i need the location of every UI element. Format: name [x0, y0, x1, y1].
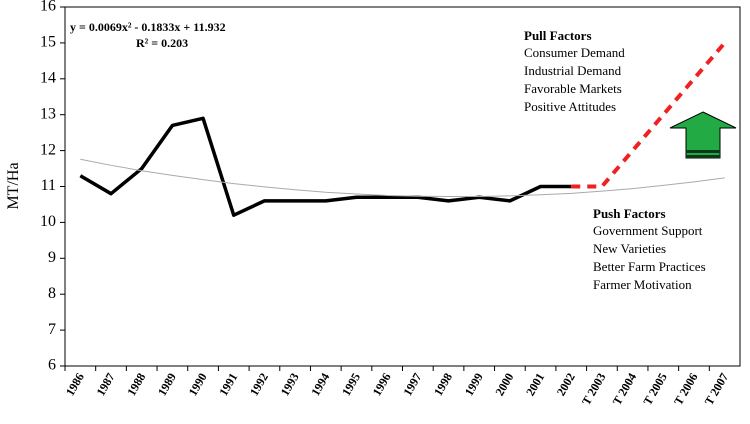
x-tick-label: 1996 — [370, 371, 394, 399]
x-tick-label: T 2004 — [610, 371, 640, 408]
y-tick-label: 10 — [40, 213, 56, 230]
y-tick-label: 15 — [40, 34, 56, 51]
x-tick-label: 1989 — [155, 371, 179, 399]
series-line — [571, 41, 727, 189]
equation: y = 0.0069x² - 0.1833x + 11.932 — [70, 20, 226, 34]
y-tick-label: 6 — [48, 357, 56, 374]
x-tick-label: 1987 — [93, 371, 117, 399]
x-tick-label: 2001 — [523, 371, 547, 399]
pull-item: Industrial Demand — [524, 63, 622, 78]
pull-title: Pull Factors — [524, 28, 592, 43]
plot-frame — [64, 6, 741, 367]
x-tick-label: 1999 — [462, 371, 486, 399]
pull-item: Positive Attitudes — [524, 99, 616, 114]
x-tick-label: 1993 — [278, 371, 302, 399]
up-arrow — [669, 111, 737, 159]
y-tick-label: 14 — [40, 69, 56, 86]
push-item: Farmer Motivation — [593, 277, 692, 292]
x-tick-label: 1991 — [216, 371, 240, 399]
x-tick-label: 2000 — [492, 371, 516, 399]
push-title: Push Factors — [593, 206, 666, 221]
x-tick-label: T 2003 — [579, 371, 609, 408]
y-tick-label: 8 — [48, 285, 56, 302]
x-tick-label: 1997 — [400, 371, 424, 399]
y-tick-label: 12 — [40, 141, 56, 158]
x-tick-label: T 2006 — [671, 371, 701, 408]
push-item: Better Farm Practices — [593, 259, 706, 274]
push-item: Government Support — [593, 223, 703, 238]
pull-item: Favorable Markets — [524, 81, 622, 96]
x-tick-label: 1994 — [308, 371, 332, 399]
x-tick-label: 1990 — [186, 371, 210, 399]
y-tick-label: 11 — [41, 177, 56, 194]
x-tick-label: T 2007 — [702, 371, 732, 408]
x-tick-label: 1998 — [431, 371, 455, 399]
x-tick-label: T 2005 — [640, 371, 670, 408]
x-tick-label: 1992 — [247, 371, 271, 399]
r-squared: R² = 0.203 — [136, 36, 188, 50]
y-tick-label: 9 — [48, 249, 56, 266]
push-item: New Varieties — [593, 241, 666, 256]
y-axis-label: MT/Ha — [5, 162, 22, 209]
pull-item: Consumer Demand — [524, 45, 625, 60]
x-tick-label: 2002 — [554, 371, 578, 399]
series-line — [80, 158, 725, 198]
x-tick-label: 1995 — [339, 371, 363, 399]
y-tick-label: 16 — [40, 0, 56, 15]
y-tick-label: 13 — [40, 105, 56, 122]
y-tick-label: 7 — [48, 321, 56, 338]
x-tick-label: 1988 — [124, 371, 148, 399]
series-line — [79, 116, 572, 217]
x-tick-label: 1986 — [63, 371, 87, 399]
